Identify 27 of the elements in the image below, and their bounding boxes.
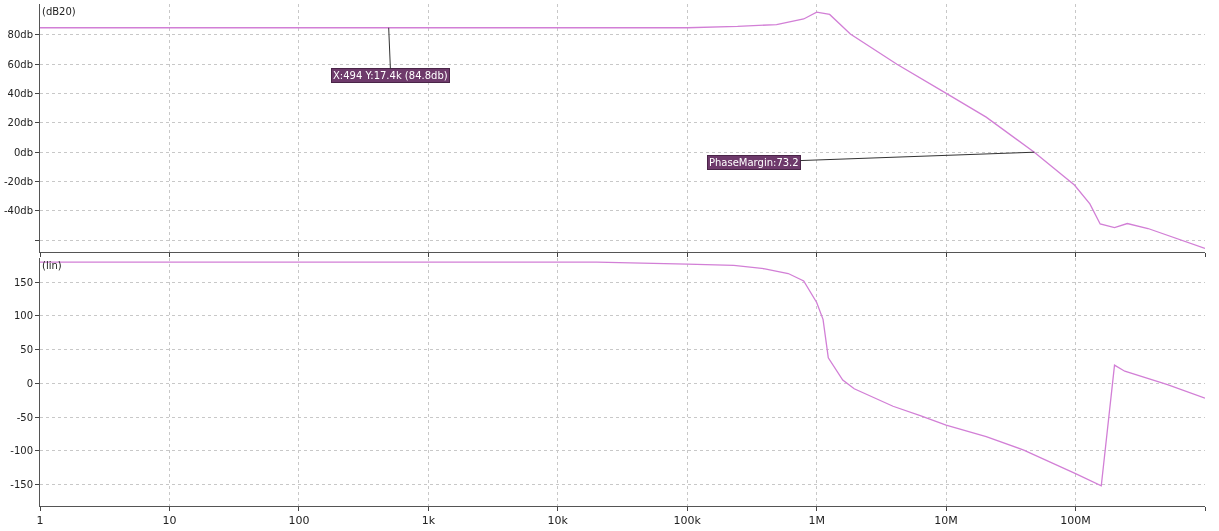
x-tick-label: 100 [288,514,310,528]
y-tick-label: 100 [13,310,33,322]
x-tick-label: 100M [1060,514,1091,528]
annotation: PhaseMargin:73.2 [709,157,799,168]
y-tick-label: 60db [7,58,33,70]
y-tick-label: -100 [10,445,33,457]
x-tick-label: 10k [547,514,569,528]
x-tick-label: 1 [36,514,44,528]
y-tick-label: 50 [20,344,33,356]
y-tick-label: 150 [13,276,33,288]
y-tick-label: -40db [3,205,33,217]
y-axis-title: (lin) [42,260,62,271]
y-tick-label: 0db [13,146,33,158]
annotation: X:494 Y:17.4k (84.8db) [333,70,448,81]
x-tick-label: 1M [808,514,825,528]
y-tick-label: -50 [16,411,33,423]
y-tick-label: 40db [7,88,33,100]
y-tick-label: 80db [7,29,33,41]
x-tick-label: 100k [673,514,702,528]
y-tick-label: 20db [7,117,33,129]
x-tick-label: 10 [162,514,177,528]
y-tick-label: -150 [10,478,33,490]
x-tick-label: 1k [421,514,436,528]
x-tick-label: 10M [934,514,958,528]
y-tick-label: -20db [3,176,33,188]
y-axis-title: (dB20) [42,6,76,17]
y-tick-label: 0 [26,377,33,389]
